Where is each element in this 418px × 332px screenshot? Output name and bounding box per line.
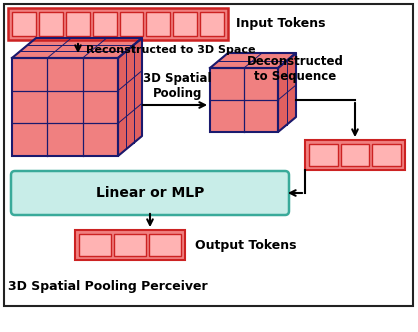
Bar	[12, 12, 36, 36]
Bar	[75, 230, 185, 260]
Bar	[210, 68, 278, 132]
Text: Reconstructed to 3D Space: Reconstructed to 3D Space	[86, 45, 255, 55]
Bar	[200, 12, 224, 36]
Bar	[79, 234, 111, 256]
Text: 3D Spatial
Pooling: 3D Spatial Pooling	[143, 72, 212, 100]
Bar	[93, 12, 117, 36]
FancyBboxPatch shape	[11, 171, 289, 215]
Bar	[341, 144, 370, 166]
Polygon shape	[278, 53, 296, 132]
Bar	[309, 144, 338, 166]
Bar	[305, 140, 405, 170]
Bar	[8, 8, 228, 40]
Text: Output Tokens: Output Tokens	[195, 238, 296, 252]
Bar	[173, 12, 197, 36]
Bar	[149, 234, 181, 256]
Polygon shape	[118, 38, 142, 156]
Text: Input Tokens: Input Tokens	[236, 18, 326, 31]
Bar	[114, 234, 146, 256]
Bar	[146, 12, 170, 36]
Bar	[120, 12, 143, 36]
Text: Linear or MLP: Linear or MLP	[96, 186, 204, 200]
Text: 3D Spatial Pooling Perceiver: 3D Spatial Pooling Perceiver	[8, 280, 208, 293]
Text: Deconstructed
to Sequence: Deconstructed to Sequence	[247, 55, 344, 83]
Bar	[66, 12, 89, 36]
Polygon shape	[12, 38, 142, 58]
Bar	[372, 144, 401, 166]
Polygon shape	[210, 53, 296, 68]
Bar	[39, 12, 63, 36]
Bar	[12, 58, 118, 156]
